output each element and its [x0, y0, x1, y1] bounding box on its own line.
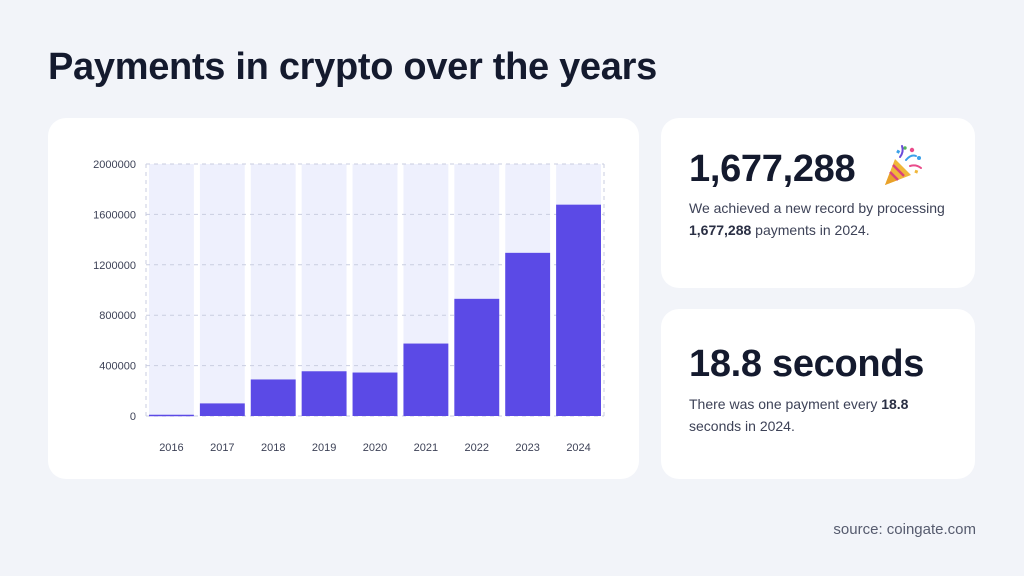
y-tick-label: 400000: [99, 361, 136, 373]
bar-2017: [199, 403, 245, 416]
x-tick-label-2018: 2018: [261, 442, 285, 454]
x-tick-label-2017: 2017: [210, 442, 234, 454]
bar-background-2016: [149, 164, 194, 416]
bar-2018: [250, 379, 296, 416]
x-tick-label-2021: 2021: [414, 442, 438, 454]
x-tick-label-2024: 2024: [566, 442, 590, 454]
bar-2023: [505, 252, 551, 416]
bar-2024: [556, 204, 601, 416]
y-tick-label: 0: [130, 411, 136, 423]
chart-card: 0 400000 800000 1200000 1600000 2000000 2016 20…: [48, 118, 639, 479]
x-tick-label-2016: 2016: [159, 442, 183, 454]
stat-record-description: We achieved a new record by processing 1…: [689, 200, 945, 238]
bar-chart: 0 400000 800000 1200000 1600000 2000000 2016 20…: [93, 159, 605, 454]
page-title: Payments in crypto over the years: [48, 46, 657, 88]
y-tick-label: 800000: [99, 310, 136, 322]
stat-card-frequency: 18.8 seconds There was one payment every…: [661, 309, 975, 479]
bar-2019: [301, 371, 347, 416]
x-tick-label-2020: 2020: [363, 442, 387, 454]
bar-2020: [352, 372, 398, 416]
bar-2022: [454, 298, 500, 416]
party-popper-icon: [885, 145, 922, 185]
x-tick-label-2023: 2023: [515, 442, 539, 454]
stat-record-value: 1,677,288: [689, 148, 856, 190]
y-tick-label: 1600000: [93, 209, 136, 221]
bar-background-2017: [199, 164, 245, 416]
source-note: source: coingate.com: [833, 521, 976, 538]
stat-frequency-value: 18.8 seconds: [689, 343, 925, 385]
bar-2021: [403, 343, 449, 416]
bar-background-2018: [250, 164, 296, 416]
y-tick-label: 2000000: [93, 159, 136, 171]
stat-card-record: 1,677,288 We achieved a new record by pr…: [661, 118, 975, 288]
x-tick-label-2022: 2022: [465, 442, 489, 454]
bar-2016: [149, 414, 194, 417]
stat-frequency-description: There was one payment every 18.8 seconds…: [689, 396, 909, 434]
y-tick-label: 1200000: [93, 260, 136, 272]
x-tick-label-2019: 2019: [312, 442, 336, 454]
